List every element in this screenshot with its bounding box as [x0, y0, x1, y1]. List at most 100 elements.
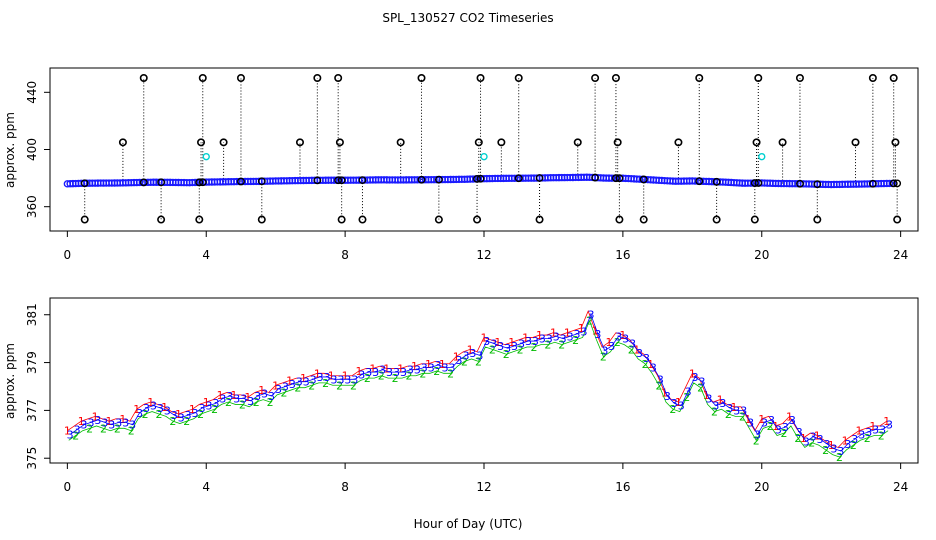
series-1-point: 1: [786, 410, 793, 423]
series-2-point: 2: [475, 355, 482, 368]
series-3-point: 3: [199, 402, 206, 415]
series-3-point: 3: [490, 337, 497, 350]
series-3-point: 3: [782, 421, 789, 434]
series-3-point: 3: [337, 373, 344, 386]
series-1-point: 1: [467, 343, 474, 356]
outlier-point: [535, 215, 544, 224]
series-3-point: 3: [615, 330, 622, 343]
series-1-point: 1: [494, 336, 501, 349]
series-1-point: 1: [147, 396, 154, 409]
series-3-point: 3: [435, 359, 442, 372]
series-1-point: 1: [550, 327, 557, 340]
series-3-point: 3: [240, 392, 247, 405]
outlier-base-point: [337, 176, 346, 185]
series-1-point: 1: [425, 358, 432, 371]
series-2-point: 2: [433, 365, 440, 378]
series-2-point: 2: [183, 415, 190, 428]
series-3-point: 3: [379, 364, 386, 377]
series-3-point: 3: [219, 392, 226, 405]
series-3-point: 3: [428, 361, 435, 374]
series-2-point: 2: [489, 343, 496, 356]
series-2-point: 2: [794, 432, 801, 445]
series-3-point: 3: [456, 354, 463, 367]
outlier-point: [695, 74, 704, 83]
series-3-point: 3: [386, 366, 393, 379]
series-3-point: 3: [830, 443, 837, 456]
outlier-point: [778, 138, 787, 147]
top-y-tick-label: 360: [25, 195, 39, 218]
bottom-x-tick-label: 16: [615, 480, 630, 494]
series-3-point: 3: [192, 407, 199, 420]
series-3-point: 3: [414, 364, 421, 377]
series-1-point: 1: [133, 403, 140, 416]
series-3-point: 3: [108, 419, 115, 432]
series-2-point: 2: [530, 341, 537, 354]
series-2-point: 2: [378, 370, 385, 383]
series-3-point: 3: [247, 395, 254, 408]
series-3-point: 3: [462, 349, 469, 362]
series-3-point: 3: [74, 424, 81, 437]
series-1-point: 1: [647, 358, 654, 371]
series-2-point: 2: [822, 444, 829, 457]
top-y-tick-label: 400: [25, 138, 39, 161]
bottom-x-tick-label: 0: [64, 480, 72, 494]
series-2-point: 2: [711, 406, 718, 419]
outlier-point: [891, 138, 900, 147]
series-2-point: 2: [503, 348, 510, 361]
series-2-point: 2: [322, 377, 329, 390]
outlier-point: [611, 74, 620, 83]
series-3-point: 3: [768, 414, 775, 427]
series-2-point: 2: [169, 415, 176, 428]
series-3-point: 3: [407, 364, 414, 377]
series-2-point: 2: [392, 372, 399, 385]
series-2-point: 2: [100, 422, 107, 435]
series-1-point: 1: [286, 375, 293, 388]
series-3-point: 3: [303, 376, 310, 389]
series-3-point: 3: [629, 337, 636, 350]
outlier-base-point: [639, 175, 648, 184]
series-3-point: 3: [699, 376, 706, 389]
series-3-point: 3: [67, 428, 74, 441]
series-3-point: 3: [483, 335, 490, 348]
series-2-point: 2: [808, 437, 815, 450]
series-3-point: 3: [81, 419, 88, 432]
bottom-y-axis-label: approx. ppm: [3, 343, 17, 419]
series-3-point: 3: [824, 438, 831, 451]
series-3-point: 3: [803, 435, 810, 448]
series-3-point: 3: [129, 419, 136, 432]
top-x-tick-label: 12: [476, 248, 491, 262]
series-3-point: 3: [671, 397, 678, 410]
series-2-point: 2: [544, 339, 551, 352]
outlier-point: [473, 215, 482, 224]
series-1-point: 1: [717, 394, 724, 407]
series-1-point: 1: [855, 425, 862, 438]
series-1-point: 1: [842, 434, 849, 447]
series-2-line: [68, 319, 889, 458]
series-1-point: 1: [272, 379, 279, 392]
series-3-point: 3: [324, 371, 331, 384]
series-3-point: 3: [705, 392, 712, 405]
series-3-point: 3: [886, 419, 893, 432]
series-3-point: 3: [539, 333, 546, 346]
series-3-point: 3: [719, 397, 726, 410]
series-3-point: 3: [851, 433, 858, 446]
series-1-point: 1: [397, 363, 404, 376]
series-2-point: 2: [419, 367, 426, 380]
series-2-point: 2: [128, 425, 135, 438]
series-1-point: 1: [369, 363, 376, 376]
series-2-point: 2: [308, 379, 315, 392]
series-3-point: 3: [789, 414, 796, 427]
series-2-point: 2: [142, 408, 149, 421]
series-3-point: 3: [206, 400, 213, 413]
bottom-x-tick-label: 20: [754, 480, 769, 494]
series-2-point: 2: [447, 367, 454, 380]
series-3-point: 3: [122, 416, 129, 429]
series-1-point: 1: [633, 343, 640, 356]
series-3-point: 3: [261, 388, 268, 401]
series-3-point: 3: [164, 404, 171, 417]
series-3-point: 3: [622, 333, 629, 346]
series-1-point: 1: [244, 391, 251, 404]
series-2-point: 2: [239, 398, 246, 411]
